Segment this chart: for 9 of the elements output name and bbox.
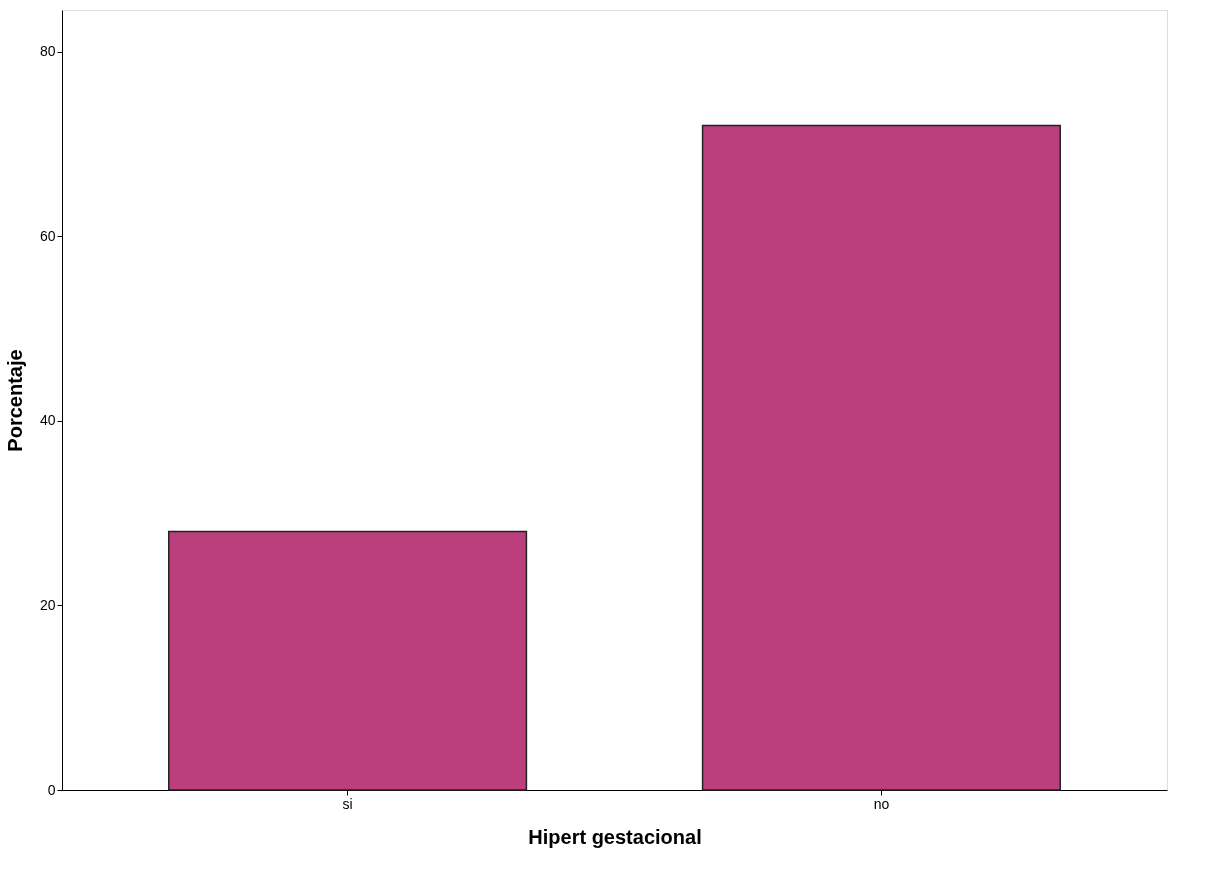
y-axis-title: Porcentaje bbox=[3, 349, 26, 452]
y-tick-label: 20 bbox=[39, 596, 56, 613]
y-tick-label: 80 bbox=[39, 43, 56, 60]
x-tick-label: si bbox=[342, 795, 353, 812]
y-tick-label: 60 bbox=[39, 227, 56, 244]
y-tick-label: 0 bbox=[47, 781, 56, 798]
y-tick-label: 40 bbox=[39, 412, 56, 429]
x-axis-title: Hipert gestacional bbox=[528, 825, 702, 848]
x-tick-label: no bbox=[873, 795, 890, 812]
